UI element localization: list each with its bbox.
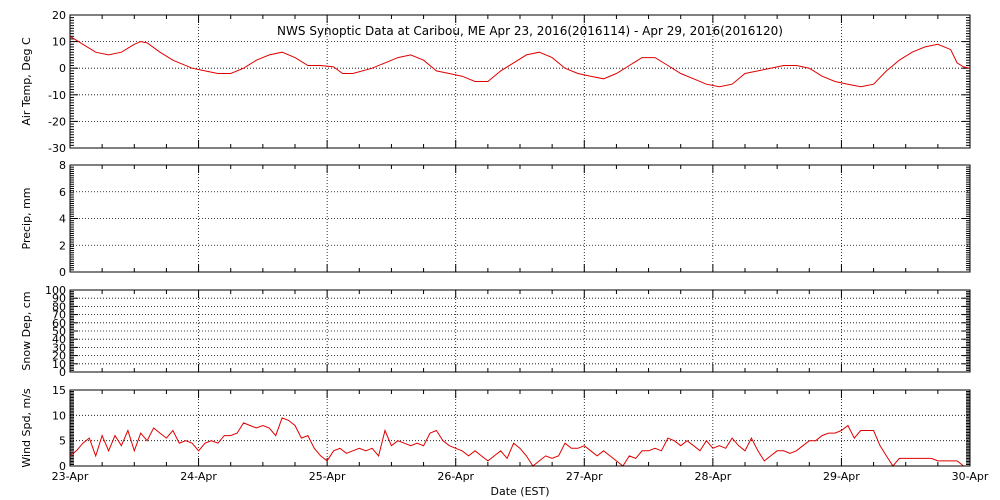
y-tick-label: 0 — [59, 366, 66, 379]
y-tick-label: 30 — [52, 341, 66, 354]
y-tick-label: 10 — [52, 36, 66, 49]
y-tick-label: 8 — [59, 159, 66, 172]
y-axis-label: Air Temp, Deg C — [20, 37, 33, 126]
y-tick-label: 10 — [52, 409, 66, 422]
y-tick-label: 20 — [52, 350, 66, 363]
panel-frame — [69, 14, 971, 149]
y-tick-label: 6 — [59, 186, 66, 199]
x-tick-label: 29-Apr — [823, 470, 860, 483]
y-axis-label: Snow Dep, cm — [20, 291, 33, 370]
y-tick-label: 2 — [59, 239, 66, 252]
panel-0: -30 -20 -10 0 10 20 Air Temp, Deg C — [20, 9, 971, 155]
y-tick-label: 0 — [59, 62, 66, 75]
y-tick-label: -30 — [48, 142, 66, 155]
y-tick-label: 80 — [52, 300, 66, 313]
y-tick-label: 4 — [59, 213, 66, 226]
y-tick-label: -20 — [48, 115, 66, 128]
panel-1: 0 2 4 6 8 Precip, mm — [20, 159, 971, 279]
panel-frame — [69, 389, 971, 467]
chart-title: NWS Synoptic Data at Caribou, ME Apr 23,… — [277, 24, 783, 38]
x-tick-label: 27-Apr — [566, 470, 603, 483]
y-tick-label: 0 — [59, 266, 66, 279]
y-axis-label: Precip, mm — [20, 188, 33, 250]
data-series-line — [69, 417, 970, 467]
y-tick-label: 100 — [45, 284, 66, 297]
data-series-line — [69, 35, 971, 88]
y-axis-label: Wind Spd, m/s — [20, 388, 33, 468]
y-tick-label: 40 — [52, 333, 66, 346]
x-tick-label: 25-Apr — [309, 470, 346, 483]
panel-frame — [69, 164, 971, 273]
y-tick-label: 50 — [52, 325, 66, 338]
y-tick-label: 15 — [52, 384, 66, 397]
y-tick-label: 5 — [59, 435, 66, 448]
x-tick-label: 23-Apr — [52, 470, 89, 483]
x-tick-label: 28-Apr — [694, 470, 731, 483]
x-tick-label: 30-Apr — [952, 470, 989, 483]
x-axis-label: Date (EST) — [490, 485, 549, 498]
panel-3: 0 5 10 15 Wind Spd, m/s — [20, 384, 971, 473]
y-tick-label: 0 — [59, 460, 66, 473]
y-tick-label: 60 — [52, 317, 66, 330]
y-tick-label: 90 — [52, 292, 66, 305]
x-tick-label: 24-Apr — [180, 470, 217, 483]
x-tick-label: 26-Apr — [437, 470, 474, 483]
y-tick-label: 20 — [52, 9, 66, 22]
panel-frame — [69, 289, 971, 373]
y-tick-label: -10 — [48, 89, 66, 102]
y-tick-label: 70 — [52, 309, 66, 322]
y-tick-label: 10 — [52, 358, 66, 371]
